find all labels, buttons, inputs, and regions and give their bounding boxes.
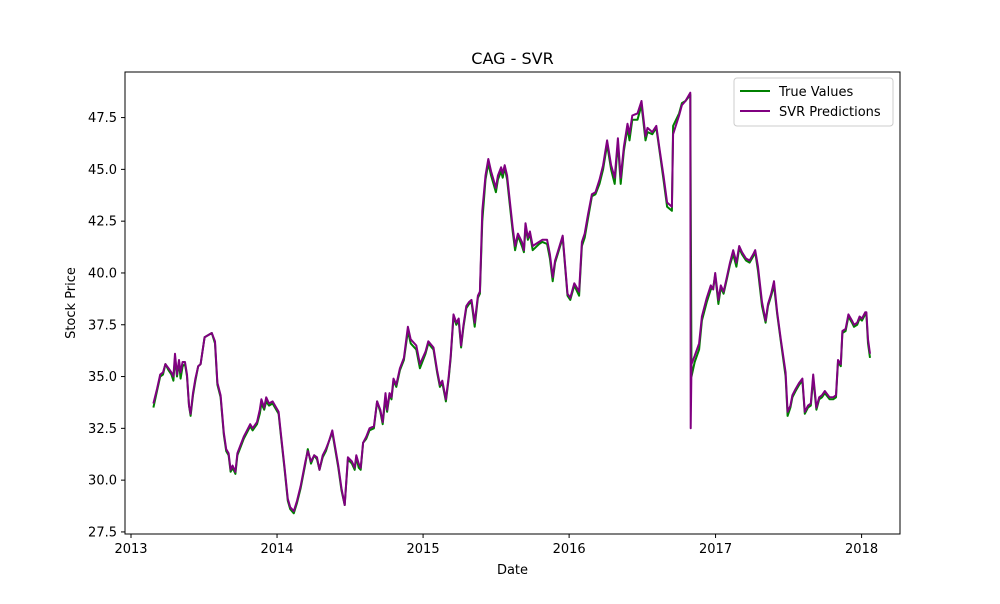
plot-series <box>152 91 871 515</box>
legend-box <box>733 77 894 127</box>
y-tick-label: 47.5 <box>88 111 117 126</box>
x-tick-label: 2015 <box>407 542 440 557</box>
legend-label-true-values: True Values <box>778 85 853 100</box>
y-axis-ticks: 27.5 30.0 32.5 35.0 37.5 40.0 42.5 45.0 47.5 <box>88 111 125 540</box>
y-tick-label: 35.0 <box>88 370 117 385</box>
x-tick-label: 2013 <box>114 542 147 557</box>
y-tick-label: 42.5 <box>88 215 117 230</box>
x-axis-label: Date <box>497 563 528 578</box>
legend: True Values SVR Predictions <box>733 77 894 127</box>
legend-label-svr-predictions: SVR Predictions <box>779 105 881 120</box>
x-tick-label: 2016 <box>553 542 586 557</box>
y-axis-label: Stock Price <box>64 267 79 339</box>
series-line-svr-predictions <box>152 91 871 513</box>
y-tick-label: 45.0 <box>88 163 117 178</box>
x-tick-label: 2014 <box>260 542 293 557</box>
y-tick-label: 27.5 <box>88 525 117 540</box>
x-tick-label: 2018 <box>845 542 878 557</box>
y-tick-label: 30.0 <box>88 474 117 489</box>
y-tick-label: 32.5 <box>88 422 117 437</box>
y-tick-label: 40.0 <box>88 266 117 281</box>
chart-title: CAG - SVR <box>471 49 553 68</box>
y-tick-label: 37.5 <box>88 318 117 333</box>
x-tick-label: 2017 <box>699 542 732 557</box>
x-axis-ticks: 2013 2014 2015 2016 2017 2018 <box>114 534 878 557</box>
plot-area-frame <box>124 71 901 535</box>
